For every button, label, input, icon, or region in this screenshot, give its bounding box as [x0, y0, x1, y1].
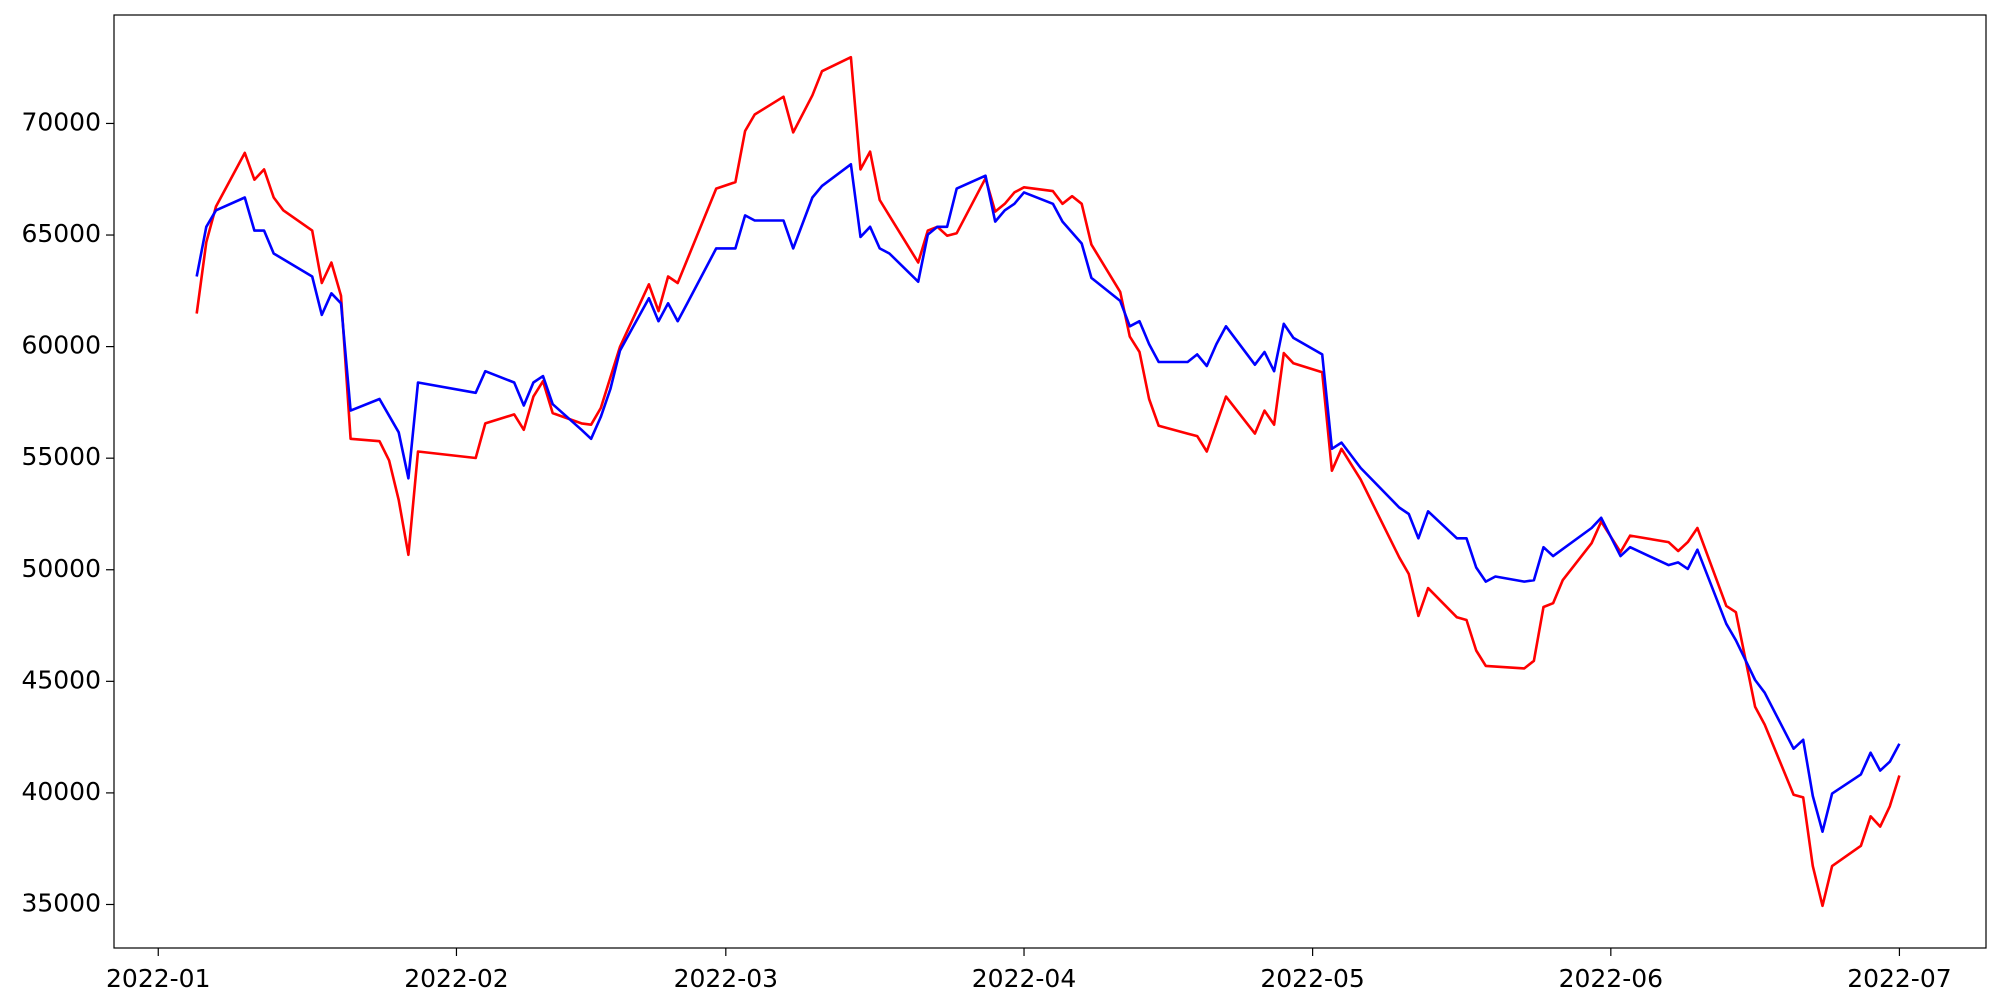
x-tick-label: 2022-07 [1847, 964, 1951, 993]
x-tick-label: 2022-04 [972, 964, 1076, 993]
x-tick-label: 2022-06 [1559, 964, 1663, 993]
y-tick-label: 65000 [21, 219, 101, 248]
y-tick-label: 70000 [21, 107, 101, 136]
y-tick-label: 60000 [21, 331, 101, 360]
x-tick-label: 2022-02 [404, 964, 508, 993]
y-tick-label: 55000 [21, 442, 101, 471]
y-tick-label: 40000 [21, 777, 101, 806]
x-tick-label: 2022-03 [674, 964, 778, 993]
line-series [195, 55, 1901, 908]
plot-frame [113, 14, 1987, 949]
x-tick-label: 2022-01 [106, 964, 210, 993]
line-series [195, 163, 1901, 833]
y-tick-label: 35000 [21, 888, 101, 917]
x-tick-label: 2022-05 [1260, 964, 1364, 993]
y-tick-label: 45000 [21, 665, 101, 694]
y-tick-label: 50000 [21, 554, 101, 583]
